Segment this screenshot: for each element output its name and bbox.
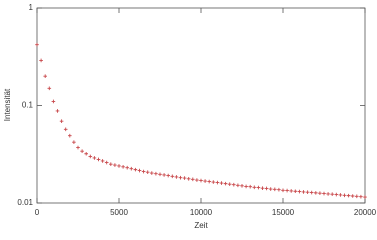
data-point [260,186,265,190]
data-point [350,194,355,198]
data-point [297,189,302,194]
data-point [182,176,187,180]
data-point [88,154,93,159]
data-point [39,58,43,63]
data-point [51,99,56,104]
chart: Zeit Intensität 0.01 0.1 1 0 5000 10000 15000 2… [3,3,377,230]
data-point [264,186,269,191]
data-point [219,181,224,185]
y-axis-label: Intensität [3,88,12,121]
data-point [145,170,150,174]
data-point [285,188,289,193]
data-point [47,86,52,91]
data-point [252,185,257,190]
data-point [141,169,146,174]
data-point [232,182,236,187]
x-tick-label: 20000 [354,208,377,217]
data-point [92,156,97,160]
data-point [166,173,170,178]
data-point [293,189,298,194]
data-point [100,159,105,163]
y-tick-label: 0.01 [17,198,33,207]
data-point [318,191,322,196]
data-point [174,175,179,179]
data-point [104,160,109,165]
data-point [359,194,363,199]
data-point [346,193,351,198]
data-point [170,174,175,179]
data-point [133,167,138,172]
data-point [338,193,343,197]
data-point [223,181,228,186]
y-tick-label: 1 [29,3,34,12]
data-point [334,192,339,197]
y-tick-label: 0.1 [22,101,34,110]
data-point [186,177,191,181]
data-point [68,133,72,138]
data-point [301,190,306,194]
data-point [63,127,68,132]
data-point [125,165,129,170]
data-point [227,182,232,186]
data-point [199,178,203,183]
data-point [84,151,88,156]
data-point [203,179,207,183]
data-point [121,165,125,169]
data-point [162,173,166,177]
data-point [314,191,318,195]
data-point [215,180,220,185]
data-point [322,191,326,196]
data-point [117,164,121,168]
data-point [342,193,347,198]
data-point [240,184,244,188]
data-point [305,190,310,195]
data-point [129,166,134,171]
data-point [191,177,195,182]
data-point [43,74,47,78]
data-point [326,192,330,196]
data-point [330,192,334,197]
data-point [211,180,216,184]
data-point [289,189,293,193]
x-tick-label: 5000 [110,208,128,217]
data-point [113,163,117,167]
data-point [96,157,101,162]
data-point [178,175,183,180]
data-point [244,184,248,189]
data-point [76,145,80,150]
page: {"chart_data": {"type": "scatter", "xlab… [3,3,377,231]
data-point [256,185,261,190]
data-point [363,195,367,199]
data-point [281,188,285,193]
data-point [355,194,359,199]
data-point [268,187,273,191]
data-point [59,119,64,124]
data-point [309,190,314,195]
data-point [236,183,240,188]
x-axis-label: Zeit [194,221,208,230]
x-tick-label: 15000 [272,208,295,217]
data-point [35,42,39,47]
data-point [158,172,162,177]
plot-frame [36,7,366,204]
data-point [154,171,158,176]
data-point [195,178,199,182]
data-point [207,179,211,184]
x-tick-label: 0 [35,208,40,217]
x-tick-label: 10000 [190,208,213,217]
data-point [55,109,60,113]
data-point [72,140,76,145]
data-point [277,187,281,192]
data-point [109,162,113,167]
data-point [80,149,84,153]
data-point [137,168,142,173]
data-point [150,171,154,175]
data-point [248,184,252,189]
data-point [273,187,277,192]
